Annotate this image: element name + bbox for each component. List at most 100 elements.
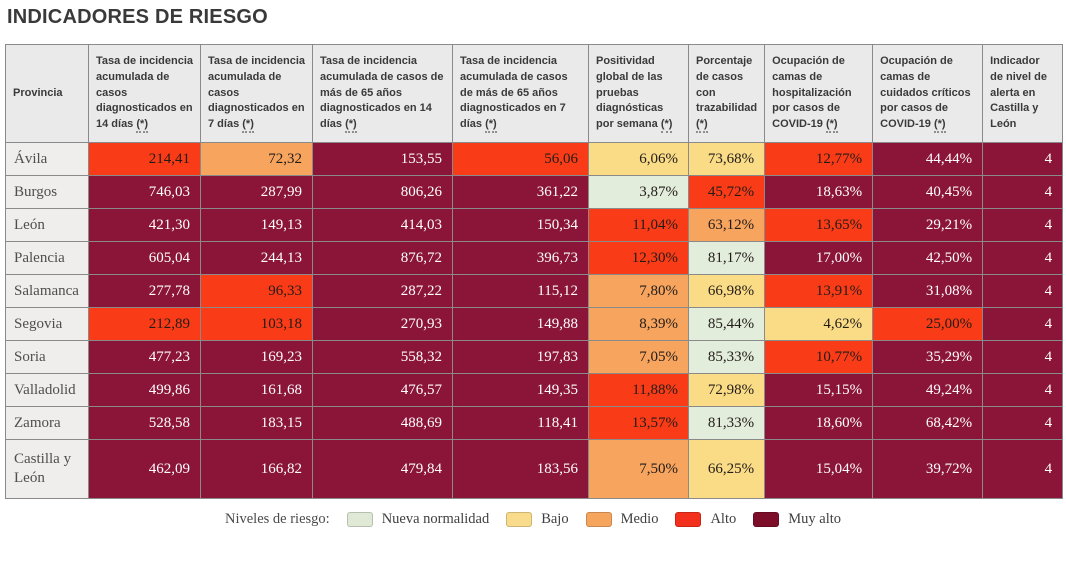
value-cell: 477,23 bbox=[88, 340, 201, 374]
value-cell: 66,25% bbox=[687, 439, 766, 499]
table-row-burgos: Burgos 746,03 287,99 806,26 361,22 3,87% 45,72… bbox=[5, 175, 1064, 209]
tooltip-asterisk[interactable]: (*) bbox=[136, 118, 148, 134]
value-cell: 96,33 bbox=[200, 274, 313, 308]
value-cell: 66,98% bbox=[687, 274, 766, 308]
value-cell: 149,88 bbox=[452, 307, 589, 341]
value-cell: 11,88% bbox=[588, 373, 689, 407]
province-cell: Ávila bbox=[5, 142, 89, 176]
legend-item-alto: Alto bbox=[675, 511, 736, 528]
tooltip-asterisk[interactable]: (*) bbox=[345, 118, 357, 134]
value-cell: 414,03 bbox=[312, 208, 453, 242]
value-cell: 169,23 bbox=[200, 340, 313, 374]
legend-swatch-medio bbox=[585, 512, 612, 527]
column-header-label: Provincia bbox=[13, 86, 63, 99]
value-cell: 13,91% bbox=[764, 274, 874, 308]
value-cell: 18,63% bbox=[764, 175, 874, 209]
value-cell: 4 bbox=[982, 439, 1064, 499]
header-row: Provincia Tasa de incidencia acumulada de… bbox=[5, 44, 1064, 143]
legend-swatch-alto bbox=[675, 512, 702, 527]
value-cell: 270,93 bbox=[312, 307, 453, 341]
value-cell: 149,35 bbox=[452, 373, 589, 407]
value-cell: 488,69 bbox=[312, 406, 453, 440]
column-header-label: Tasa de incidencia acumulada de casos de… bbox=[460, 54, 568, 131]
tooltip-asterisk[interactable]: (*) bbox=[242, 118, 254, 134]
value-cell: 63,12% bbox=[687, 208, 766, 242]
value-cell: 68,42% bbox=[872, 406, 984, 440]
value-cell: 476,57 bbox=[312, 373, 453, 407]
value-cell: 396,73 bbox=[452, 241, 589, 275]
value-cell: 118,41 bbox=[452, 406, 589, 440]
value-cell: 4 bbox=[982, 241, 1064, 275]
column-header-2: Tasa de incidencia acumulada de casos di… bbox=[200, 44, 313, 143]
value-cell: 115,12 bbox=[452, 274, 589, 308]
column-header-label: Indicador de nivel de alerta en Castilla… bbox=[990, 54, 1047, 131]
legend-label: Bajo bbox=[541, 511, 569, 527]
column-header-3: Tasa de incidencia acumulada de casos de… bbox=[312, 44, 453, 143]
value-cell: 4 bbox=[982, 406, 1064, 440]
value-cell: 40,45% bbox=[872, 175, 984, 209]
legend-items: Nueva normalidad Bajo Medio Alto Muy alto bbox=[346, 511, 841, 528]
value-cell: 149,13 bbox=[200, 208, 313, 242]
value-cell: 12,30% bbox=[588, 241, 689, 275]
legend-swatch-bajo bbox=[506, 512, 533, 527]
table-row-soria: Soria 477,23 169,23 558,32 197,83 7,05% 85,33%… bbox=[5, 340, 1064, 374]
column-header-label: Ocupación de camas de cuidados críticos … bbox=[880, 54, 971, 131]
tooltip-asterisk[interactable]: (*) bbox=[696, 118, 708, 134]
legend-swatch-muy_alto bbox=[753, 512, 780, 527]
value-cell: 25,00% bbox=[872, 307, 984, 341]
value-cell: 3,87% bbox=[588, 175, 689, 209]
column-header-label: Tasa de incidencia acumulada de casos di… bbox=[96, 54, 194, 131]
value-cell: 6,06% bbox=[588, 142, 689, 176]
value-cell: 7,80% bbox=[588, 274, 689, 308]
value-cell: 10,77% bbox=[764, 340, 874, 374]
value-cell: 166,82 bbox=[200, 439, 313, 499]
legend-label: Alto bbox=[710, 511, 737, 527]
column-header-4: Tasa de incidencia acumulada de casos de… bbox=[452, 44, 589, 143]
table-row-zamora: Zamora 528,58 183,15 488,69 118,41 13,57% 81,3… bbox=[5, 406, 1064, 440]
province-cell: León bbox=[5, 208, 89, 242]
tooltip-asterisk[interactable]: (*) bbox=[933, 118, 946, 134]
value-cell: 85,33% bbox=[687, 340, 766, 374]
table-row-segovia: Segovia 212,89 103,18 270,93 149,88 8,39% 85,4… bbox=[5, 307, 1064, 341]
value-cell: 421,30 bbox=[88, 208, 201, 242]
table-row-castilla-y-león: Castilla y León 462,09 166,82 479,84 183,56 7… bbox=[5, 439, 1064, 499]
value-cell: 12,77% bbox=[764, 142, 874, 176]
value-cell: 29,21% bbox=[872, 208, 984, 242]
value-cell: 183,15 bbox=[200, 406, 313, 440]
value-cell: 4 bbox=[982, 142, 1064, 176]
table-row-salamanca: Salamanca 277,78 96,33 287,22 115,12 7,80% 66,… bbox=[5, 274, 1064, 308]
column-header-9: Indicador de nivel de alerta en Castilla… bbox=[982, 44, 1064, 143]
column-header-label: Tasa de incidencia acumulada de casos de… bbox=[320, 54, 444, 131]
value-cell: 39,72% bbox=[872, 439, 984, 499]
tooltip-asterisk[interactable]: (*) bbox=[660, 118, 673, 134]
value-cell: 183,56 bbox=[452, 439, 589, 499]
value-cell: 4 bbox=[982, 307, 1064, 341]
column-header-label: Positividad global de las pruebas diagnó… bbox=[596, 54, 664, 131]
value-cell: 161,68 bbox=[200, 373, 313, 407]
value-cell: 42,50% bbox=[872, 241, 984, 275]
column-header-8: Ocupación de camas de cuidados críticos … bbox=[872, 44, 984, 143]
value-cell: 7,05% bbox=[588, 340, 689, 374]
province-cell: Castilla y León bbox=[5, 439, 89, 499]
province-cell: Zamora bbox=[5, 406, 89, 440]
value-cell: 17,00% bbox=[764, 241, 874, 275]
column-header-6: Porcentaje de casos con trazabilidad (*) bbox=[687, 44, 766, 143]
value-cell: 479,84 bbox=[312, 439, 453, 499]
column-header-7: Ocupación de camas de hospitalización po… bbox=[764, 44, 874, 143]
value-cell: 605,04 bbox=[88, 241, 201, 275]
tooltip-asterisk[interactable]: (*) bbox=[485, 118, 497, 134]
value-cell: 81,17% bbox=[687, 241, 766, 275]
tooltip-asterisk[interactable]: (*) bbox=[825, 118, 838, 134]
legend-item-muy_alto: Muy alto bbox=[753, 511, 841, 528]
value-cell: 244,13 bbox=[200, 241, 313, 275]
value-cell: 35,29% bbox=[872, 340, 984, 374]
value-cell: 528,58 bbox=[88, 406, 201, 440]
value-cell: 18,60% bbox=[764, 406, 874, 440]
value-cell: 72,98% bbox=[687, 373, 766, 407]
province-cell: Segovia bbox=[5, 307, 89, 341]
value-cell: 73,68% bbox=[687, 142, 766, 176]
value-cell: 150,34 bbox=[452, 208, 589, 242]
value-cell: 558,32 bbox=[312, 340, 453, 374]
column-header-1: Tasa de incidencia acumulada de casos di… bbox=[88, 44, 201, 143]
value-cell: 214,41 bbox=[88, 142, 201, 176]
